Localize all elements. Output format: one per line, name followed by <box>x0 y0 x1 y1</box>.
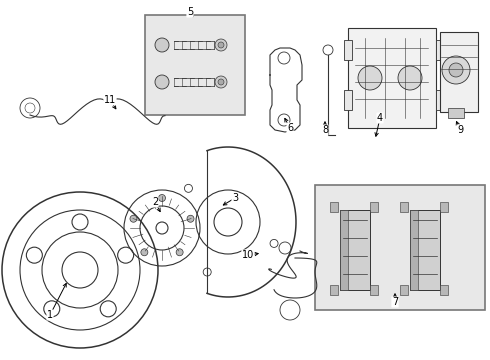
Bar <box>344 40 352 60</box>
Circle shape <box>358 66 382 90</box>
Bar <box>410 210 418 290</box>
Circle shape <box>176 249 183 256</box>
Text: 9: 9 <box>457 125 463 135</box>
Text: 5: 5 <box>187 7 193 17</box>
Circle shape <box>130 215 137 222</box>
Circle shape <box>398 66 422 90</box>
Bar <box>436 40 444 60</box>
Bar <box>330 202 338 212</box>
Bar <box>315 185 485 310</box>
Circle shape <box>215 76 227 88</box>
Text: 3: 3 <box>232 193 238 203</box>
Bar <box>440 285 448 295</box>
Bar <box>340 210 348 290</box>
Bar <box>145 15 245 115</box>
Text: 4: 4 <box>377 113 383 123</box>
Text: 7: 7 <box>392 297 398 307</box>
Bar <box>410 210 440 290</box>
Circle shape <box>215 39 227 51</box>
Bar <box>400 202 408 212</box>
Circle shape <box>218 42 224 48</box>
Text: 2: 2 <box>152 197 158 207</box>
Bar <box>370 285 378 295</box>
Circle shape <box>155 75 169 89</box>
Bar <box>340 210 370 290</box>
Bar <box>440 32 478 112</box>
Bar <box>440 202 448 212</box>
Bar <box>344 90 352 110</box>
Text: 10: 10 <box>242 250 254 260</box>
Text: 1: 1 <box>47 310 53 320</box>
Bar <box>448 108 464 118</box>
Text: 6: 6 <box>287 123 293 133</box>
Text: 11: 11 <box>104 95 116 105</box>
Bar <box>370 202 378 212</box>
Circle shape <box>155 38 169 52</box>
Circle shape <box>449 63 463 77</box>
Circle shape <box>158 194 166 202</box>
Text: 8: 8 <box>322 125 328 135</box>
Circle shape <box>187 215 194 222</box>
Circle shape <box>442 56 470 84</box>
Bar <box>400 285 408 295</box>
Bar <box>436 90 444 110</box>
Circle shape <box>141 249 148 256</box>
Circle shape <box>218 79 224 85</box>
Bar <box>348 28 436 128</box>
Bar <box>330 285 338 295</box>
